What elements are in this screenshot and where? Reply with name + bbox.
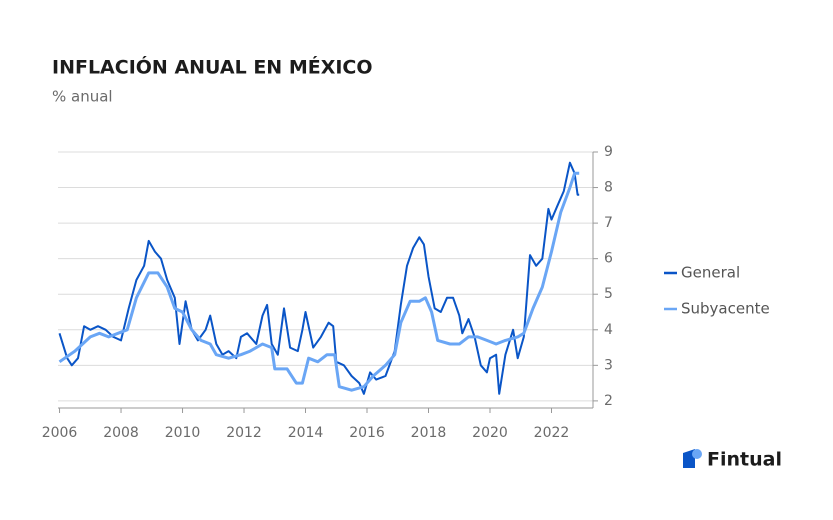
y-tick-label: 9 xyxy=(604,144,613,160)
y-tick-label: 2 xyxy=(604,393,613,409)
y-tick-label: 8 xyxy=(604,180,613,196)
y-tick-label: 7 xyxy=(604,215,613,231)
x-tick-label: 2012 xyxy=(226,425,262,441)
x-tick-label: 2008 xyxy=(103,425,139,441)
x-tick-label: 2022 xyxy=(534,425,570,441)
x-tick-label: 2018 xyxy=(411,425,447,441)
x-tick-label: 2014 xyxy=(288,425,324,441)
series-line xyxy=(58,161,580,395)
y-tick-label: 6 xyxy=(604,251,613,267)
chart-title: INFLACIÓN ANUAL EN MÉXICO xyxy=(52,55,373,79)
chart-subtitle: % anual xyxy=(52,88,113,106)
y-tick-label: 4 xyxy=(604,322,613,338)
brand-logo xyxy=(683,449,702,468)
legend-label: General xyxy=(681,264,740,282)
brand-name: Fintual xyxy=(707,449,782,471)
x-tick-label: 2020 xyxy=(472,425,508,441)
x-tick-label: 2010 xyxy=(165,425,201,441)
x-tick-label: 2006 xyxy=(42,425,78,441)
x-tick-label: 2016 xyxy=(349,425,385,441)
y-tick-label: 3 xyxy=(604,357,613,373)
legend-label: Subyacente xyxy=(681,300,770,318)
y-tick-label: 5 xyxy=(604,286,613,302)
series-line xyxy=(58,171,580,392)
